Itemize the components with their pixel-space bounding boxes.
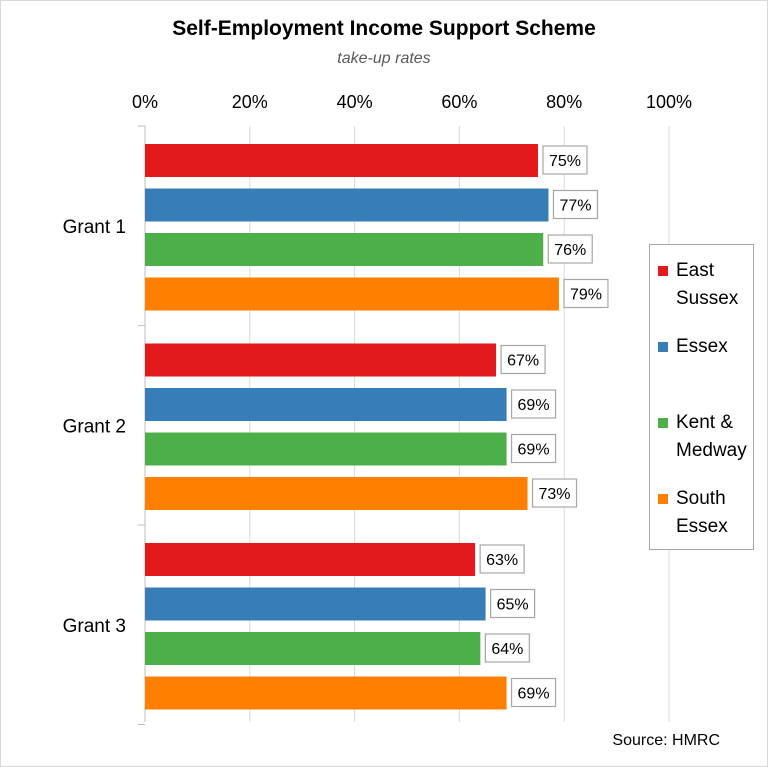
source-note: Source: HMRC: [612, 732, 720, 749]
chart-title: Self-Employment Income Support Scheme: [172, 17, 596, 40]
bar-east-sussex-grant-2: [145, 343, 497, 377]
x-tick-label-60: 60%: [441, 92, 477, 112]
bar-east-sussex-grant-3: [145, 543, 476, 576]
x-tick-label-100: 100%: [646, 92, 692, 112]
legend-item-south-essex: South Essex: [658, 485, 760, 541]
chart-legend: East Sussex Essex Kent & Medway South Es…: [649, 244, 754, 550]
legend-item-essex: Essex: [658, 333, 760, 361]
data-label-south-essex-grant-3: 69%: [518, 686, 550, 703]
bar-south-essex-grant-3: [145, 676, 507, 710]
chart-subtitle: take-up rates: [337, 50, 431, 67]
legend-swatch-kent-medway: [658, 418, 668, 428]
data-label-box-south-essex-grant-1: [563, 278, 609, 309]
data-label-box-south-essex-grant-2: [531, 478, 578, 508]
bar-essex-grant-2: [145, 388, 507, 421]
bar-essex-grant-3: [145, 587, 486, 621]
legend-swatch-south-essex: [658, 494, 668, 504]
legend-label-south-essex: South Essex: [676, 488, 728, 537]
legend-item-kent-medway: Kent & Medway: [658, 409, 760, 465]
bar-south-essex-grant-2: [145, 477, 528, 510]
data-label-box-east-sussex-grant-2: [500, 344, 546, 375]
legend-swatch-essex: [658, 342, 668, 352]
data-label-box-essex-grant-3: [490, 588, 536, 619]
legend-item-east-sussex: East Sussex: [658, 257, 760, 313]
data-label-kent-medway-grant-3: 64%: [491, 641, 523, 658]
legend-swatch-east-sussex: [658, 266, 668, 276]
category-label-grant-2: Grant 2: [63, 416, 126, 437]
data-label-box-kent-medway-grant-2: [510, 433, 557, 464]
data-label-south-essex-grant-2: 73%: [539, 486, 571, 503]
data-label-east-sussex-grant-3: 63%: [486, 552, 518, 569]
x-tick-label-0: 0%: [132, 92, 158, 112]
data-label-east-sussex-grant-1: 75%: [549, 153, 581, 170]
category-label-grant-3: Grant 3: [63, 616, 126, 637]
legend-label-east-sussex: East Sussex: [676, 260, 739, 309]
bar-kent-medway-grant-2: [145, 432, 507, 466]
data-label-essex-grant-2: 69%: [518, 397, 550, 414]
bar-kent-medway-grant-3: [145, 632, 481, 665]
data-label-kent-medway-grant-1: 76%: [554, 242, 586, 259]
x-tick-label-40: 40%: [337, 92, 373, 112]
x-tick-label-20: 20%: [232, 92, 268, 112]
bar-essex-grant-1: [145, 188, 549, 222]
data-label-box-essex-grant-2: [510, 389, 557, 419]
data-label-box-kent-medway-grant-3: [484, 633, 530, 663]
bar-south-essex-grant-1: [145, 277, 559, 311]
data-label-box-east-sussex-grant-3: [479, 544, 525, 574]
legend-label-essex: Essex: [676, 336, 728, 357]
data-label-box-south-essex-grant-3: [510, 677, 557, 708]
x-tick-label-80: 80%: [546, 92, 582, 112]
data-label-box-east-sussex-grant-1: [542, 145, 588, 175]
data-label-east-sussex-grant-2: 67%: [507, 353, 539, 370]
bar-east-sussex-grant-1: [145, 144, 538, 177]
data-label-kent-medway-grant-2: 69%: [518, 442, 550, 459]
category-label-grant-1: Grant 1: [63, 217, 126, 238]
data-label-box-essex-grant-1: [552, 189, 599, 220]
data-label-essex-grant-1: 77%: [559, 198, 591, 215]
data-label-south-essex-grant-1: 79%: [570, 287, 602, 304]
data-label-box-kent-medway-grant-1: [547, 234, 593, 264]
data-label-essex-grant-3: 65%: [497, 597, 529, 614]
legend-label-kent-medway: Kent & Medway: [676, 412, 747, 461]
bar-kent-medway-grant-1: [145, 233, 544, 266]
